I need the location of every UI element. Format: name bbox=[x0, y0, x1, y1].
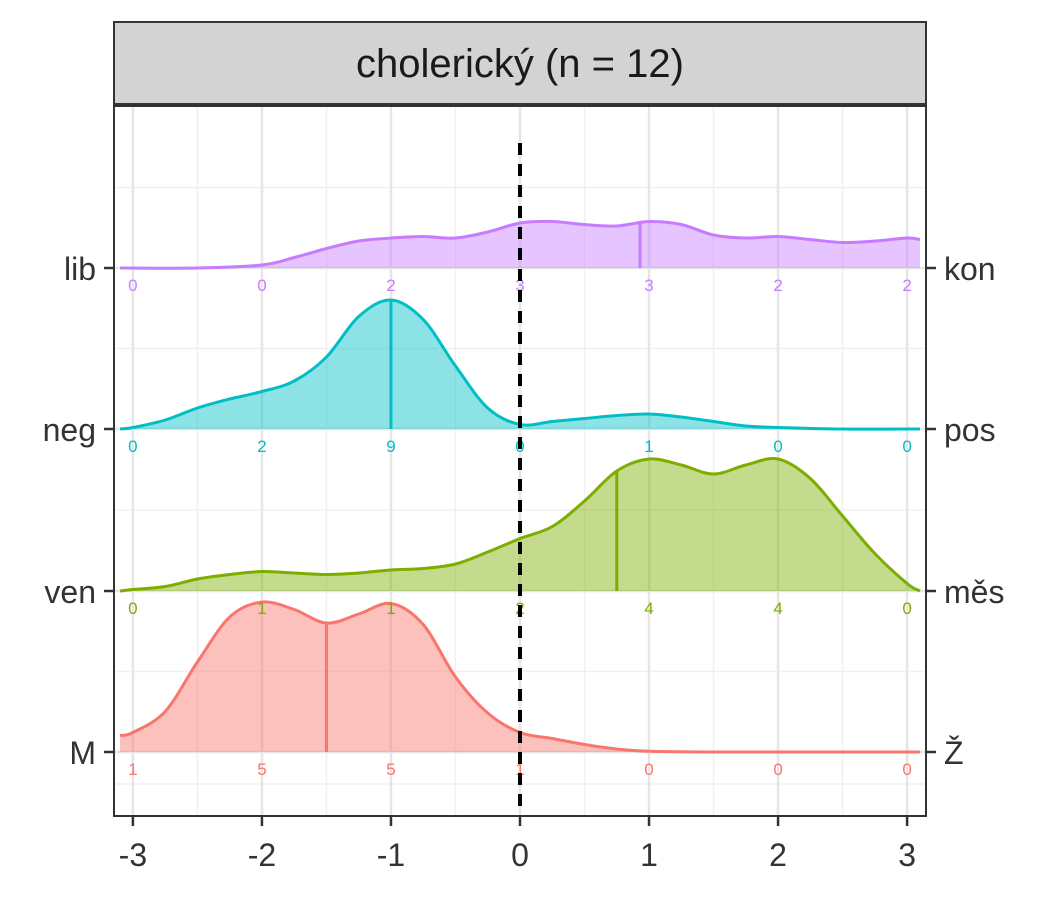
ridge-line bbox=[119, 600, 920, 754]
y-label-left: lib bbox=[64, 251, 96, 287]
x-tick-label: 1 bbox=[640, 837, 658, 873]
count-label: 0 bbox=[644, 760, 653, 779]
x-tick-label: -3 bbox=[119, 837, 147, 873]
count-label: 0 bbox=[902, 437, 911, 456]
count-label: 1 bbox=[644, 437, 653, 456]
count-label: 0 bbox=[902, 599, 911, 618]
count-label: 4 bbox=[644, 599, 653, 618]
y-label-right: pos bbox=[944, 412, 996, 448]
count-label: 4 bbox=[773, 599, 782, 618]
x-tick-label: 3 bbox=[898, 837, 916, 873]
count-label: 2 bbox=[257, 437, 266, 456]
x-tick-label: -2 bbox=[248, 837, 276, 873]
count-label: 0 bbox=[257, 276, 266, 295]
count-label: 0 bbox=[128, 437, 137, 456]
count-label: 1 bbox=[386, 599, 395, 618]
facet-strip: cholerický (n = 12) bbox=[113, 21, 927, 105]
facet-strip-box bbox=[113, 21, 927, 105]
chart-title: cholerický (n = 12) bbox=[356, 42, 684, 86]
ridge-area bbox=[120, 299, 920, 430]
count-label: 0 bbox=[773, 760, 782, 779]
ridge-line bbox=[119, 219, 921, 270]
x-tick-label: 2 bbox=[769, 837, 787, 873]
count-label: 2 bbox=[773, 276, 782, 295]
count-label: 0 bbox=[128, 599, 137, 618]
y-label-left: M bbox=[69, 735, 96, 771]
y-label-right: kon bbox=[944, 251, 996, 287]
x-tick-label: -1 bbox=[377, 837, 405, 873]
ridge-line bbox=[119, 457, 921, 593]
count-label: 2 bbox=[386, 276, 395, 295]
y-label-left: neg bbox=[43, 412, 96, 448]
count-label: 9 bbox=[386, 437, 395, 456]
y-label-right: Ž bbox=[944, 735, 964, 771]
count-label: 0 bbox=[773, 437, 782, 456]
count-label: 1 bbox=[128, 760, 137, 779]
count-label: 5 bbox=[257, 760, 266, 779]
ridge-line bbox=[119, 298, 921, 431]
x-tick-label: 0 bbox=[511, 837, 529, 873]
count-label: 2 bbox=[902, 276, 911, 295]
ridge-area bbox=[120, 458, 920, 591]
count-label: 1 bbox=[515, 760, 524, 779]
count-label: 5 bbox=[386, 760, 395, 779]
ridge-area bbox=[120, 221, 920, 269]
ridge-area bbox=[120, 601, 920, 753]
x-axis: -3 -2 -1 0 1 2 3 bbox=[119, 816, 916, 873]
ridge-series: 1 5 5 1 0 0 0 bbox=[119, 600, 920, 779]
count-label: 3 bbox=[515, 276, 524, 295]
count-label: 0 bbox=[902, 760, 911, 779]
y-label-right: měs bbox=[944, 574, 1004, 610]
ridge-series: 0 0 2 3 3 2 2 bbox=[119, 219, 921, 295]
y-label-left: ven bbox=[44, 574, 96, 610]
count-label: 0 bbox=[128, 276, 137, 295]
count-label: 1 bbox=[257, 599, 266, 618]
count-label: 3 bbox=[644, 276, 653, 295]
